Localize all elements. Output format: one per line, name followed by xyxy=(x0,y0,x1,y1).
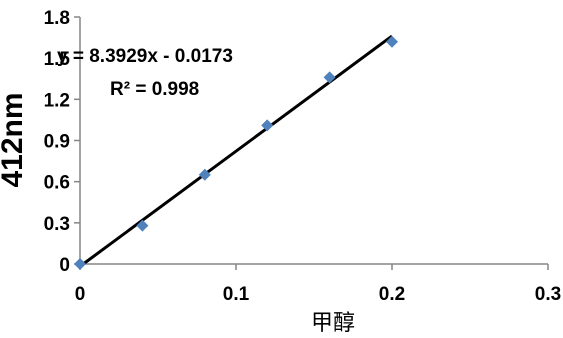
data-point xyxy=(261,119,274,132)
trendline-equation: y = 8.3929x - 0.0173 xyxy=(57,46,233,67)
x-tick-label: 0 xyxy=(75,284,86,305)
x-tick-label: 0.2 xyxy=(379,284,405,305)
tick-labels: 0 0.3 0.6 0.9 1.2 1.5 1.8 0 0.1 0.2 0.3 xyxy=(44,8,562,305)
y-tick-label: 0.6 xyxy=(44,173,70,194)
data-points xyxy=(74,35,398,270)
axes xyxy=(74,16,549,270)
y-tick-label: 1.5 xyxy=(44,49,71,70)
data-point xyxy=(198,168,211,181)
y-tick-label: 1.2 xyxy=(44,90,70,111)
y-axis-title: 412nm xyxy=(0,92,29,187)
y-tick-label: 0 xyxy=(59,255,70,276)
x-axis-title: 甲醇 xyxy=(311,311,355,336)
data-point xyxy=(136,219,149,232)
r-squared-label: R² = 0.998 xyxy=(110,79,199,100)
data-point xyxy=(386,35,398,48)
x-tick-label: 0.3 xyxy=(535,284,561,305)
x-tick-label: 0.1 xyxy=(223,284,250,305)
y-tick-label: 1.8 xyxy=(44,8,70,29)
trendline-group xyxy=(79,34,393,268)
y-tick-label: 0.3 xyxy=(44,214,70,235)
data-point xyxy=(323,71,336,84)
y-tick-label: 0.9 xyxy=(44,132,70,153)
trendline xyxy=(79,34,393,268)
data-point xyxy=(74,258,86,270)
